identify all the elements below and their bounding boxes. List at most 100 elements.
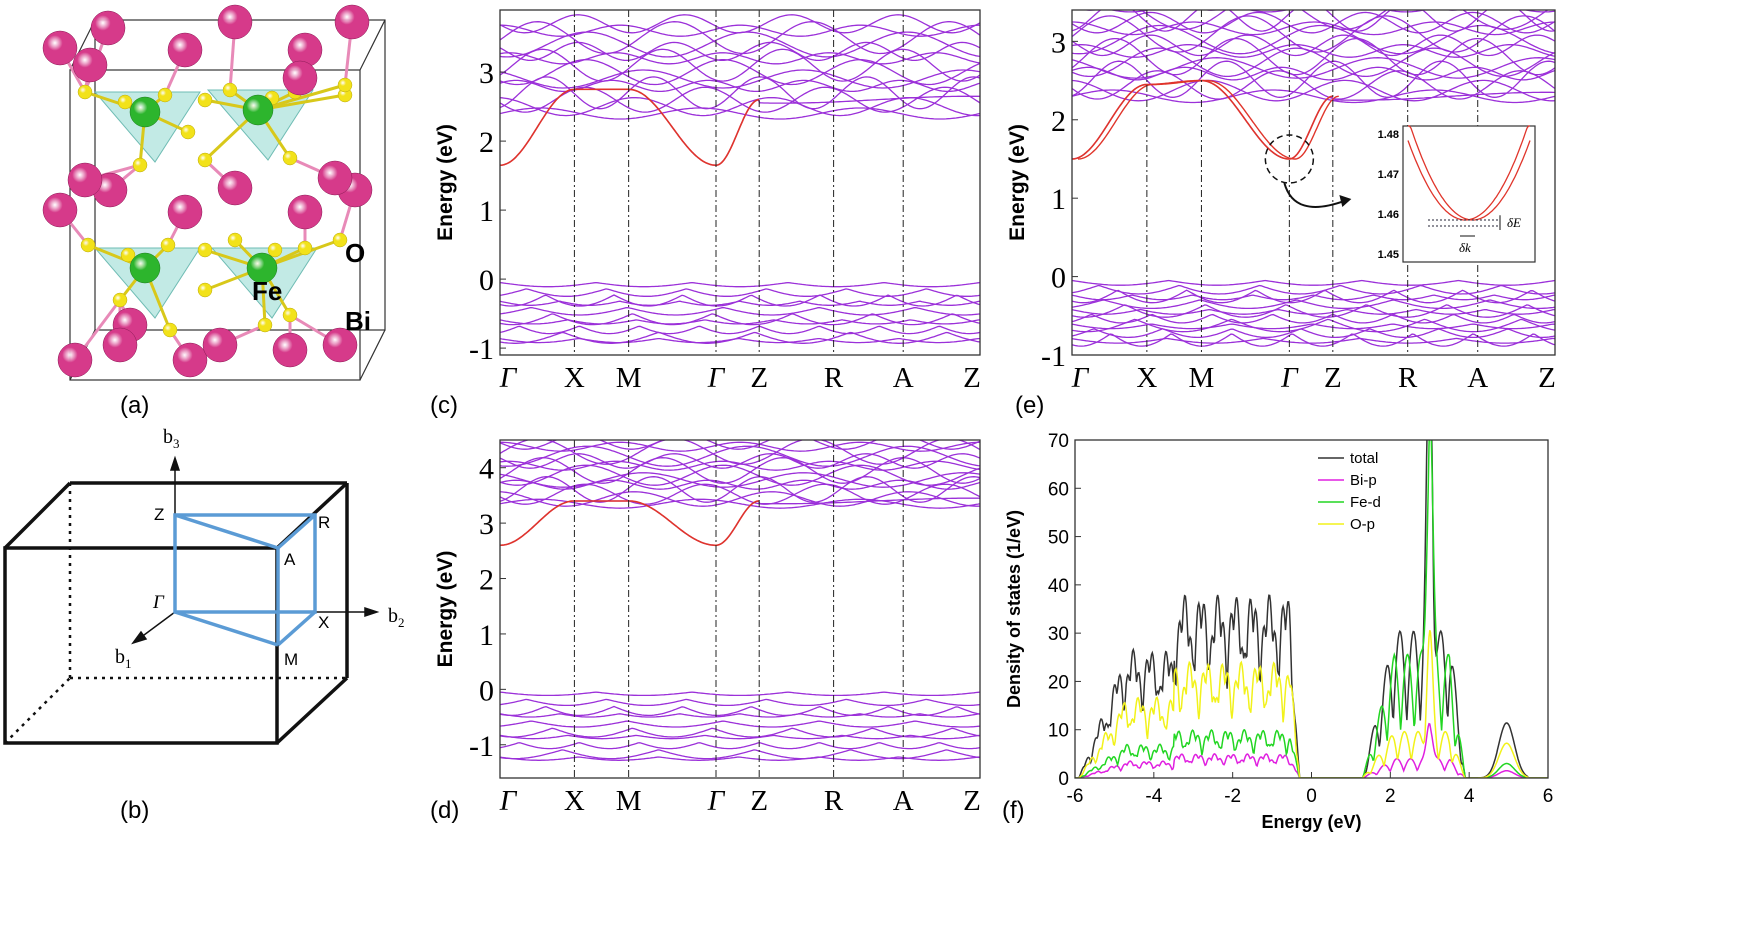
fe-atom bbox=[129, 252, 161, 284]
inset-frame bbox=[1402, 125, 1536, 263]
bi-atom bbox=[167, 194, 203, 230]
bi-atom bbox=[272, 332, 308, 368]
axis-label-b3: b3 bbox=[163, 426, 180, 451]
atoms bbox=[42, 4, 373, 378]
conduction-band bbox=[1072, 21, 1555, 36]
legend-label: Bi-p bbox=[1350, 472, 1377, 489]
valence-band bbox=[1072, 313, 1555, 324]
o-atom bbox=[257, 317, 273, 333]
panel-label-d: (d) bbox=[430, 797, 459, 824]
valence-band bbox=[500, 691, 980, 697]
k-point-label: Z bbox=[750, 362, 768, 394]
valence-band bbox=[1072, 333, 1555, 347]
valence-band bbox=[500, 698, 980, 707]
valence-band bbox=[500, 319, 980, 325]
bi-atom bbox=[322, 327, 358, 363]
inset-delta-k: δk bbox=[1459, 240, 1471, 255]
conduction-band bbox=[1072, 44, 1555, 58]
valence-band bbox=[1072, 284, 1555, 295]
band-lines bbox=[1072, 10, 1555, 347]
conduction-band bbox=[500, 460, 980, 471]
conduction-band bbox=[1072, 34, 1555, 57]
y-tick-label: 2 bbox=[1051, 105, 1066, 138]
k-point-label: M bbox=[616, 785, 642, 817]
y-tick-label: 50 bbox=[1048, 528, 1069, 549]
bi-atom bbox=[42, 192, 78, 228]
bi-atom bbox=[67, 162, 103, 198]
inset-tick-label: 1.47 bbox=[1378, 169, 1399, 181]
valence-band bbox=[500, 313, 980, 326]
k-point-label: R bbox=[1398, 362, 1418, 394]
valence-band bbox=[1072, 328, 1555, 339]
k-point-label: A bbox=[893, 362, 914, 394]
panel-label-e: (e) bbox=[1015, 392, 1044, 419]
k-point-label: Γ bbox=[499, 785, 518, 817]
bi-atom bbox=[42, 30, 78, 66]
inset-tick-label: 1.46 bbox=[1378, 209, 1399, 221]
k-point-label: M bbox=[1189, 362, 1215, 394]
conduction-band bbox=[500, 441, 980, 452]
y-tick-label: 0 bbox=[479, 674, 494, 707]
brillouin-zone-panel: b3 b2 b1 Z R A Γ X M (b) bbox=[3, 426, 405, 824]
band-lines bbox=[500, 440, 980, 761]
k-point-label: Γ bbox=[499, 362, 518, 394]
o-atom bbox=[197, 282, 213, 298]
dos-panel: 0 10 20 30 40 50 60 70 -6 -4 -2 0 2 4 6 Energy (eV) Dens… bbox=[1004, 431, 1554, 832]
y-axis-label: Energy (eV) bbox=[434, 124, 457, 241]
plot-frame bbox=[499, 9, 981, 356]
fe-atom bbox=[129, 96, 161, 128]
conduction-band bbox=[1140, 10, 1549, 30]
conduction-band bbox=[1072, 15, 1555, 53]
y-tick-label: 30 bbox=[1048, 624, 1069, 645]
panel-label-a: (a) bbox=[120, 392, 149, 419]
o-atom bbox=[162, 322, 178, 338]
valence-band bbox=[500, 749, 980, 760]
valence-band bbox=[500, 705, 980, 717]
conduction-band bbox=[500, 440, 980, 450]
atom-label-o: O bbox=[345, 238, 365, 268]
valence-band bbox=[500, 325, 980, 335]
valence-band bbox=[500, 756, 980, 761]
conduction-band bbox=[500, 457, 980, 484]
k-point-label: Z bbox=[750, 785, 768, 817]
x-tick-label: 0 bbox=[1306, 786, 1317, 807]
bi-atom bbox=[57, 342, 93, 378]
y-axis-label: Density of states (1/eV) bbox=[1004, 510, 1024, 708]
axis-label-b2: b2 bbox=[388, 605, 405, 630]
valence-band bbox=[1072, 289, 1555, 304]
conduction-band bbox=[500, 464, 980, 486]
bi-atom bbox=[217, 4, 253, 40]
bi-atom bbox=[282, 60, 318, 96]
conduction-band-minimum bbox=[500, 88, 760, 166]
y-tick-label: -1 bbox=[469, 730, 494, 763]
y-tick-label: 1 bbox=[1051, 183, 1066, 216]
o-atom bbox=[197, 242, 213, 258]
o-atom bbox=[180, 124, 196, 140]
inset-delta-e: δE bbox=[1507, 215, 1521, 230]
bz-point-gamma: Γ bbox=[152, 592, 165, 613]
legend-label: Fe-d bbox=[1350, 494, 1381, 511]
x-tick-label: -2 bbox=[1224, 786, 1241, 807]
o-atom bbox=[282, 307, 298, 323]
valence-band bbox=[500, 294, 980, 307]
y-tick-label: 20 bbox=[1048, 672, 1069, 693]
bz-hidden-edges bbox=[4, 483, 347, 744]
k-point-label: Z bbox=[1324, 362, 1342, 394]
y-tick-label: 3 bbox=[479, 508, 494, 541]
y-tick-label: 1 bbox=[479, 195, 494, 228]
o-atom bbox=[227, 232, 243, 248]
valence-band bbox=[500, 727, 980, 738]
x-tick-label: -4 bbox=[1145, 786, 1162, 807]
valence-band bbox=[1072, 337, 1555, 344]
y-tick-label: -1 bbox=[469, 333, 494, 366]
conduction-band bbox=[500, 491, 980, 507]
plot-frame bbox=[499, 439, 981, 779]
bi-atom bbox=[172, 342, 208, 378]
x-tick-label: 6 bbox=[1543, 786, 1554, 807]
dos-series-fe-d bbox=[1075, 440, 1548, 778]
conduction-band bbox=[500, 86, 980, 113]
valence-band bbox=[1072, 299, 1555, 310]
x-axis-label: Energy (eV) bbox=[1261, 812, 1361, 832]
bi-atom bbox=[334, 4, 370, 40]
